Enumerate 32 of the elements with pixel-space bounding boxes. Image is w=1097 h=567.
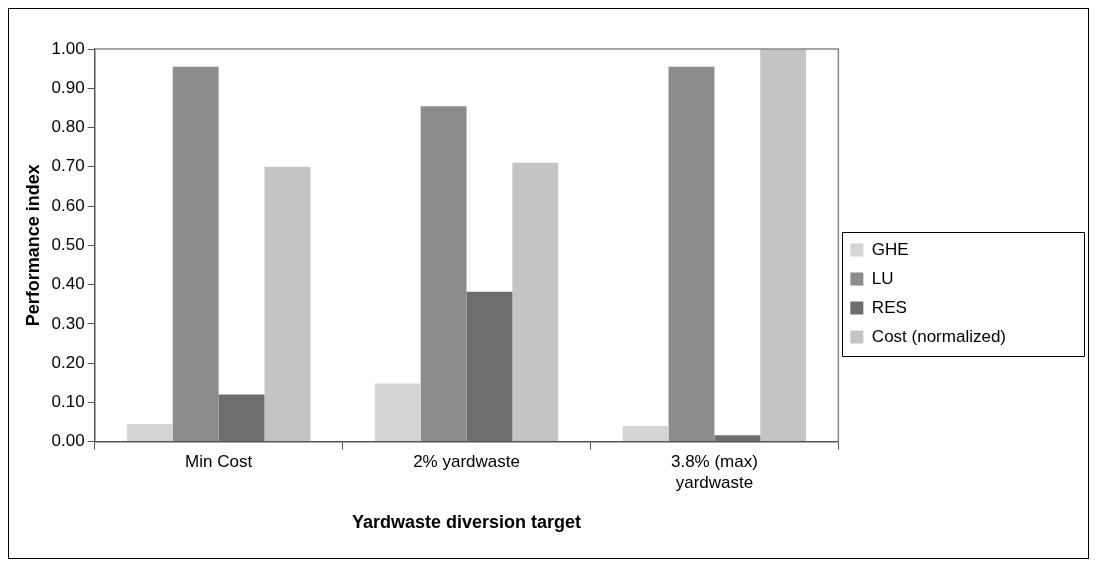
- legend-label: GHE: [871, 239, 909, 259]
- y-tick-label: 0.60: [51, 195, 85, 215]
- x-tick-label: 3.8% (max) yardwaste: [670, 452, 758, 492]
- y-tick-label: 0.40: [51, 274, 85, 294]
- y-tick-label: 0.10: [51, 392, 85, 412]
- x-axis-title: Yardwaste diversion target: [351, 512, 582, 533]
- y-tick-label: 0.70: [51, 156, 85, 176]
- y-tick-label: 0.50: [51, 234, 85, 254]
- bar: [420, 106, 467, 442]
- y-tick-label: 0.80: [51, 117, 85, 137]
- y-tick-label: 0.30: [51, 313, 85, 333]
- y-tick-label: 1.00: [51, 38, 85, 58]
- y-tick-label: 0.20: [51, 352, 85, 372]
- bar: [760, 49, 807, 442]
- bar: [374, 383, 421, 442]
- legend-label: Cost (normalized): [871, 326, 1007, 346]
- bar: [668, 66, 715, 442]
- legend-label: LU: [871, 268, 894, 288]
- bar: [126, 423, 173, 442]
- legend-label: RES: [871, 297, 907, 317]
- y-tick-label: 0.00: [51, 431, 85, 451]
- bar: [512, 162, 559, 442]
- bar: [466, 291, 513, 442]
- y-tick-label: 0.90: [51, 77, 85, 97]
- bar: [622, 425, 669, 442]
- bar: [264, 166, 311, 442]
- x-tick-label: 2% yardwaste: [413, 452, 520, 472]
- y-axis-title: Performance index: [22, 164, 43, 327]
- bar: [714, 435, 761, 442]
- x-tick-label: Min Cost: [185, 452, 253, 472]
- bar: [218, 394, 265, 442]
- bar: [172, 66, 219, 442]
